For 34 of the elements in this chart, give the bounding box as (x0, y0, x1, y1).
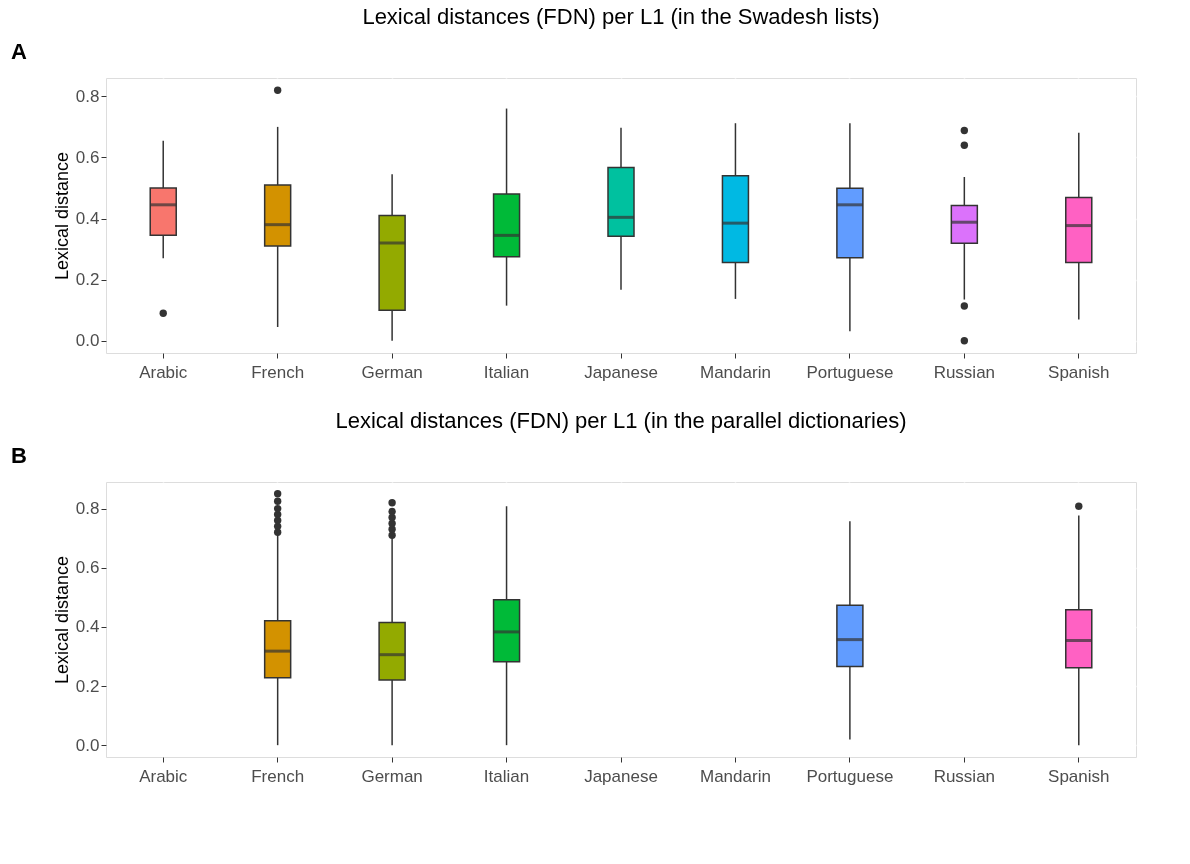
x-tick-label: German (361, 362, 423, 382)
x-tick-label: Mandarin (700, 362, 771, 382)
x-tick-label: Arabic (139, 766, 188, 786)
chart-title: Lexical distances (FDN) per L1 (in the Swadesh lists) (362, 4, 880, 29)
x-tick-label: Mandarin (700, 766, 771, 786)
x-tick-label: Portuguese (806, 766, 894, 786)
x-tick-label: Portuguese (806, 362, 894, 382)
text: A (11, 39, 27, 64)
x-tick-label: German (361, 766, 423, 786)
y-tick-label: 0.0 (75, 735, 100, 755)
x-tick-label: Japanese (584, 766, 658, 786)
x-tick-label: Italian (483, 766, 530, 786)
y-axis-title: Lexical distance (51, 555, 72, 685)
x-tick-label: Spanish (1048, 362, 1110, 382)
x-tick-label: Arabic (139, 362, 188, 382)
y-tick-label: 0.8 (75, 499, 100, 519)
x-tick-label: Spanish (1048, 766, 1110, 786)
x-tick-label: Japanese (584, 362, 658, 382)
x-tick-label: Russian (933, 766, 996, 786)
x-tick-label: Italian (483, 362, 530, 382)
y-axis-title: Lexical distance (51, 151, 72, 281)
y-tick-label: 0.6 (75, 147, 100, 167)
text: B (11, 443, 27, 468)
y-tick-label: 0.0 (75, 331, 100, 351)
y-tick-label: 0.6 (75, 558, 100, 578)
x-tick-label: Russian (933, 362, 996, 382)
y-tick-label: 0.2 (75, 676, 100, 696)
x-tick-label: French (251, 362, 305, 382)
y-tick-label: 0.4 (75, 617, 100, 637)
x-tick-label: French (251, 766, 305, 786)
y-tick-label: 0.2 (75, 270, 100, 290)
chart-title: Lexical distances (FDN) per L1 (in the parallel dictionaries) (335, 408, 907, 433)
y-tick-label: 0.8 (75, 86, 100, 106)
y-tick-label: 0.4 (75, 209, 100, 229)
